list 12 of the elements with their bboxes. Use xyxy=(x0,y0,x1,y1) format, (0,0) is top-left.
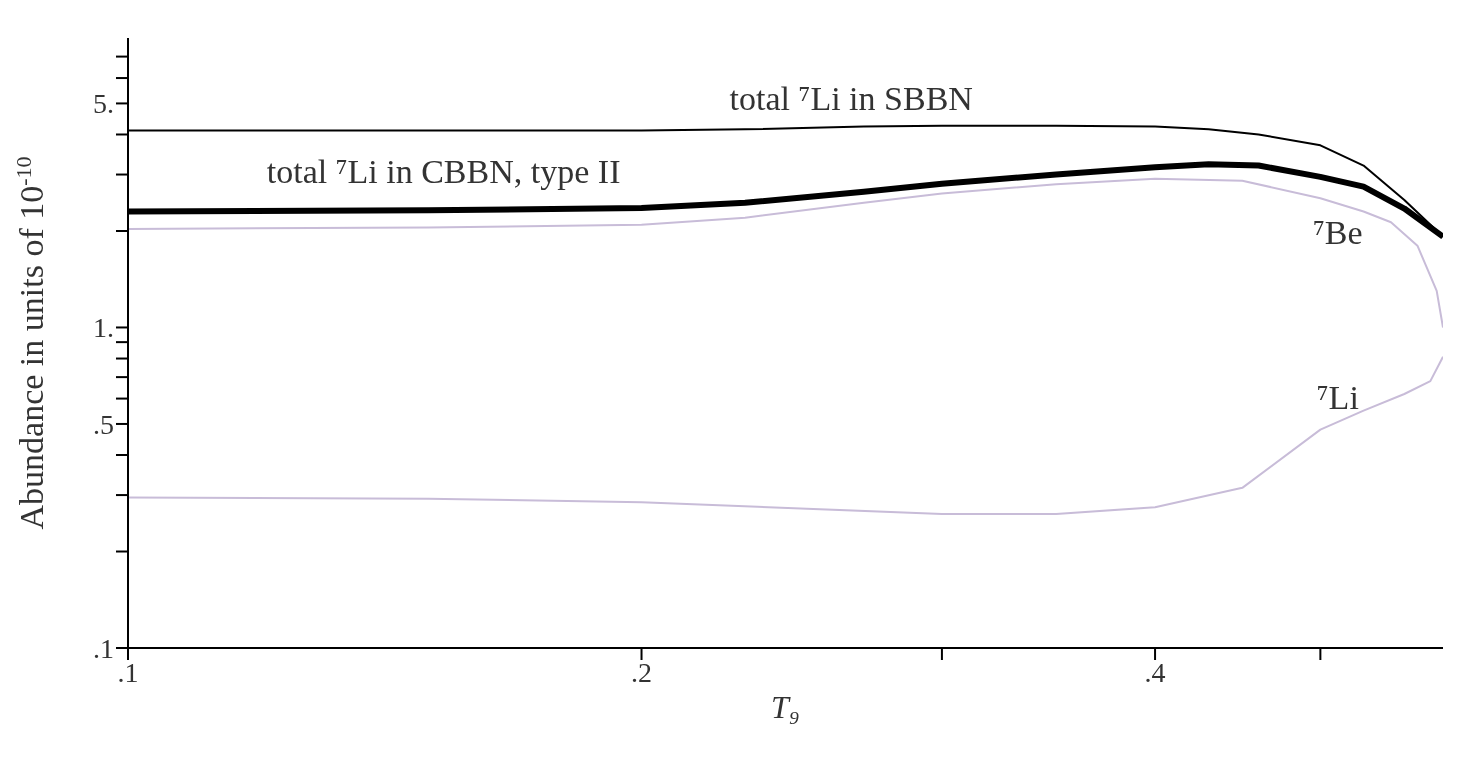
x-tick-label: .2 xyxy=(631,656,653,688)
x-tick-label: .4 xyxy=(1144,656,1166,688)
y-tick-label: 1. xyxy=(93,312,114,344)
series-label: total ⁷Li in SBBN xyxy=(729,80,973,118)
y-tick-label: .5 xyxy=(93,408,114,440)
x-tick-label: .1 xyxy=(117,656,139,688)
series-label: ⁷Li xyxy=(1316,378,1359,417)
series-label: ⁷Be xyxy=(1312,214,1363,253)
x-axis-title: T₉ xyxy=(771,689,800,725)
y-tick-label: .1 xyxy=(93,632,114,664)
y-tick-label: 5. xyxy=(93,88,114,120)
series-label: total ⁷Li in CBBN, type II xyxy=(266,153,621,192)
